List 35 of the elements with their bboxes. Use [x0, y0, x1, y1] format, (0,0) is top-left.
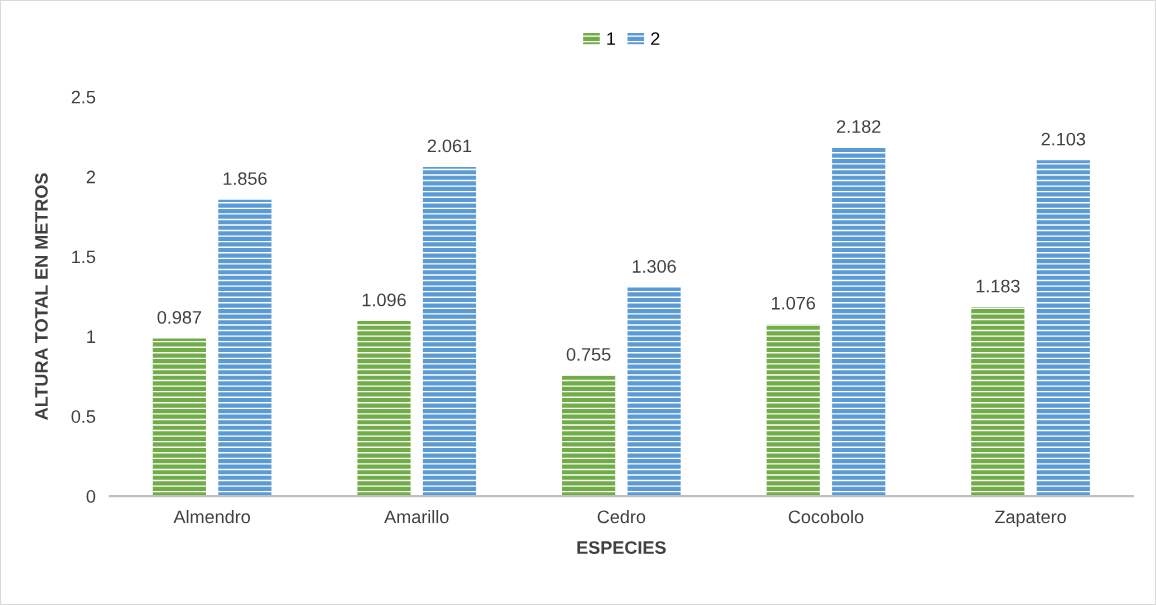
- x-tick-label: Cedro: [597, 509, 646, 524]
- bar: [562, 375, 616, 497]
- x-axis-title: ESPECIES: [577, 541, 666, 554]
- bar: [832, 147, 886, 497]
- data-label: 2.103: [1041, 132, 1086, 146]
- bar: [1036, 160, 1090, 497]
- x-tick-label: Amarillo: [384, 509, 449, 524]
- y-axis-title: ALTURA TOTAL EN METROS: [35, 173, 48, 420]
- x-tick-label: Zapatero: [995, 510, 1066, 527]
- y-tick-label: 0.5: [71, 410, 96, 423]
- data-label: 0.755: [566, 348, 611, 361]
- legend-label: 1: [607, 32, 616, 45]
- data-label: 1.096: [362, 293, 406, 307]
- bar: [766, 324, 820, 497]
- data-label: 1.856: [223, 172, 267, 185]
- bar: [357, 321, 411, 497]
- data-label: 2.061: [427, 139, 472, 153]
- y-tick-label: 2.5: [71, 90, 96, 104]
- data-label: 1.183: [976, 279, 1020, 293]
- legend-label: 2: [651, 32, 660, 45]
- bar: [971, 307, 1025, 497]
- data-label: 1.306: [632, 260, 676, 273]
- data-label: 0.987: [157, 310, 202, 324]
- x-tick-label: Cocobolo: [788, 509, 864, 524]
- bar: [152, 338, 206, 497]
- bar: [218, 199, 272, 497]
- y-tick-label: 1: [87, 330, 96, 343]
- y-tick-label: 1.5: [72, 250, 96, 264]
- y-tick-label: 2: [86, 170, 96, 184]
- bar: [422, 166, 477, 497]
- x-tick-label: Almendro: [173, 509, 251, 524]
- y-tick-label: 0: [86, 490, 96, 503]
- data-label: 1.076: [772, 296, 816, 310]
- bar: [627, 287, 681, 497]
- data-label: 2.182: [837, 120, 881, 133]
